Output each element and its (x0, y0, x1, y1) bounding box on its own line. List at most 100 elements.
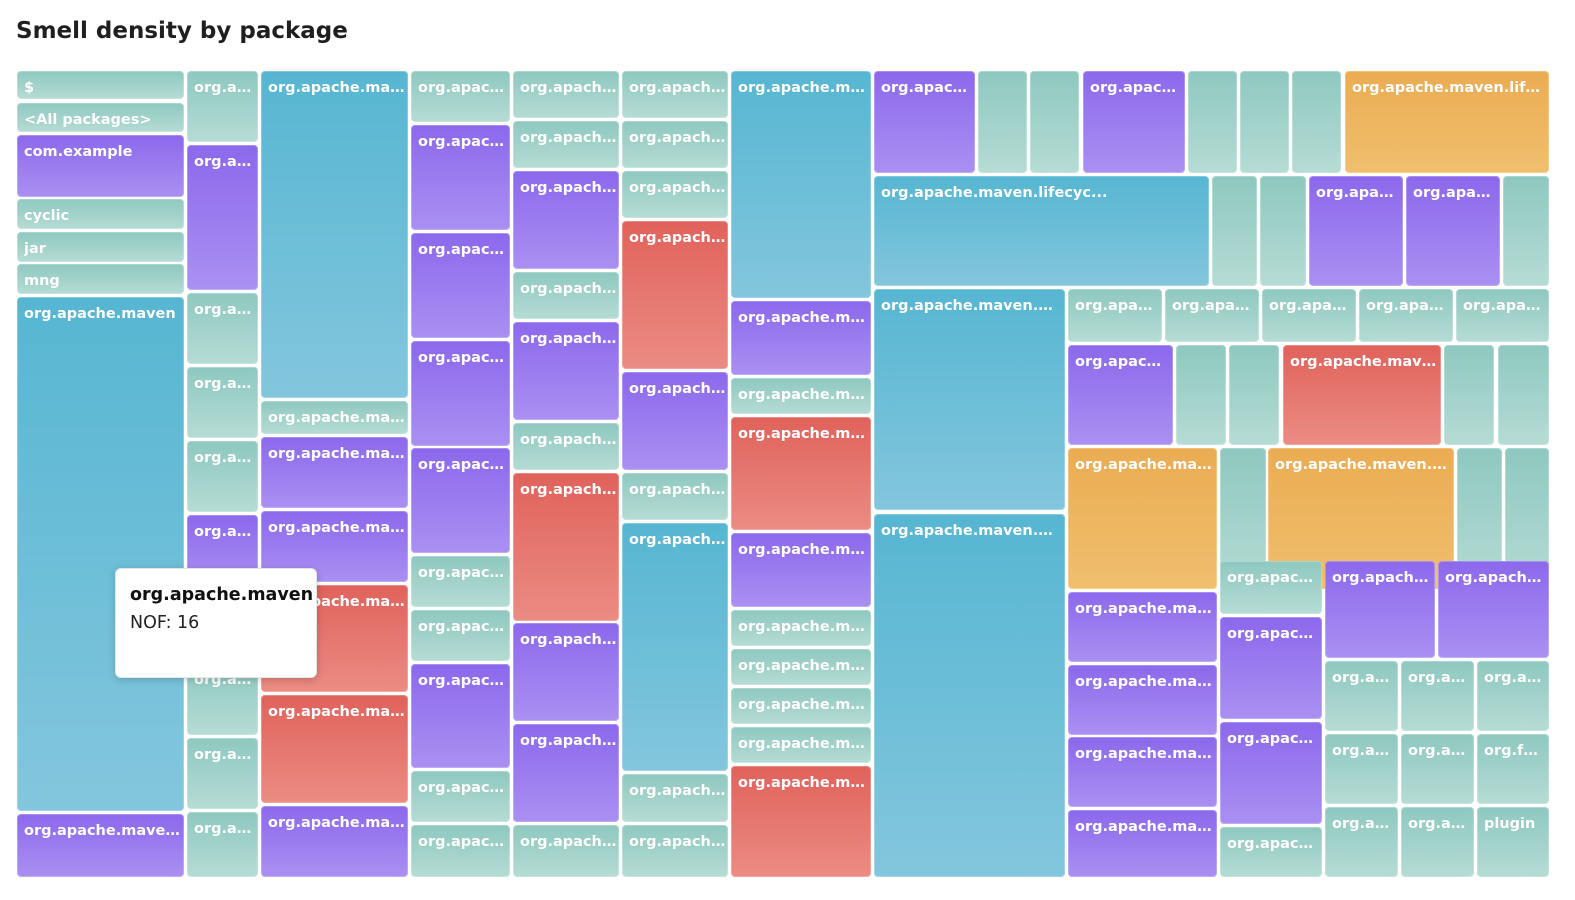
treemap-tile[interactable]: org.apache.m (622, 825, 728, 877)
treemap-tile[interactable]: org.apache.maven. (261, 437, 408, 508)
treemap-tile[interactable] (1260, 176, 1306, 286)
treemap-tile[interactable]: org.apache.m (513, 272, 619, 319)
treemap-tile[interactable]: org.apache.m (411, 71, 510, 122)
treemap-tile[interactable]: org.apache. (1165, 289, 1259, 342)
treemap-tile[interactable]: jar (17, 232, 184, 262)
treemap-tile[interactable]: org.apache.m (622, 473, 728, 520)
treemap-tile[interactable]: org.apache.m (622, 774, 728, 822)
treemap-tile[interactable]: org.fuses (1477, 734, 1549, 804)
treemap-tile[interactable]: org.apache.maven (731, 533, 871, 607)
treemap-tile[interactable] (978, 71, 1027, 173)
treemap-tile[interactable]: org.apache.maven.model (874, 289, 1065, 510)
treemap-tile[interactable] (1503, 176, 1549, 286)
treemap-tile[interactable]: org.apache.maven (731, 417, 871, 530)
treemap-tile[interactable]: org.apache (187, 812, 258, 877)
treemap-tile[interactable]: org.apache.m (513, 423, 619, 470)
treemap-tile[interactable]: org.apache.maven (731, 301, 871, 375)
treemap-tile[interactable]: org.apache.m (622, 372, 728, 470)
treemap-tile[interactable]: com.example (17, 135, 184, 197)
treemap-tile[interactable]: org.apache.maven. (261, 71, 408, 398)
treemap-tile[interactable]: org.apache.m (411, 341, 510, 446)
treemap-tile[interactable]: org.apache.maven.lifecyc... (1345, 71, 1549, 173)
treemap-tile[interactable]: org.apache.m (622, 71, 728, 118)
treemap-tile[interactable]: org.apache.m (1083, 71, 1185, 173)
treemap-tile[interactable]: org.apache.m (1220, 722, 1322, 824)
treemap-tile[interactable] (1240, 71, 1289, 173)
treemap-tile[interactable]: org.apache. (1309, 176, 1403, 286)
treemap-tile[interactable]: org.apache (187, 145, 258, 290)
treemap-tile[interactable] (1176, 345, 1226, 445)
treemap-tile[interactable]: org.apache (187, 441, 258, 512)
treemap-tile[interactable]: org.apache.maven.model (874, 514, 1065, 877)
treemap-tile[interactable] (1498, 345, 1549, 445)
treemap-tile[interactable]: org.apache (187, 293, 258, 364)
treemap-tile[interactable]: org.apache.maven. (1068, 810, 1217, 877)
treemap-tile[interactable]: org.apache.maven (731, 649, 871, 685)
treemap-tile[interactable]: org.apache.maven (731, 610, 871, 646)
treemap-tile[interactable]: org.apache.maven.m (1283, 345, 1441, 445)
treemap-tile[interactable]: org.apache.m (411, 610, 510, 661)
treemap-tile[interactable]: org.apache.m (622, 523, 728, 771)
treemap-tile[interactable]: org.apache.maven (731, 378, 871, 414)
treemap-tile[interactable]: org.apac (1325, 807, 1398, 877)
treemap-tile[interactable]: org.apache.m (513, 171, 619, 269)
treemap-tile[interactable]: org.apache (187, 738, 258, 809)
treemap-tile[interactable]: org.apac (1401, 807, 1474, 877)
treemap-tile[interactable]: org.apache. (1262, 289, 1356, 342)
treemap-tile[interactable]: org.apache.m (1068, 345, 1173, 445)
treemap-tile[interactable]: org.apache.m (411, 233, 510, 338)
treemap-tile[interactable]: org.apache.m (411, 448, 510, 553)
treemap-tile[interactable]: org.apache.m (874, 71, 975, 173)
treemap-tile[interactable]: $ (17, 71, 184, 99)
treemap-tile[interactable]: org.apache.maven. (261, 401, 408, 434)
treemap-tile[interactable] (1188, 71, 1237, 173)
treemap-tile[interactable]: org.apache.maven. (1068, 665, 1217, 735)
treemap-tile[interactable]: org.apache.m (1220, 561, 1322, 614)
treemap-tile[interactable]: org.apache.maven. (1068, 737, 1217, 807)
treemap-tile[interactable]: org.apache.m (1220, 617, 1322, 719)
treemap-tile[interactable]: <All packages> (17, 103, 184, 132)
treemap-tile[interactable]: cyclic (17, 199, 184, 229)
treemap-tile[interactable] (1229, 345, 1279, 445)
treemap-tile[interactable]: org.apache.maven.api (17, 814, 184, 877)
treemap-tile[interactable]: org.apache.m (513, 71, 619, 118)
treemap-tile[interactable] (1030, 71, 1079, 173)
treemap-tile[interactable]: org.apache.ma (1438, 561, 1549, 658)
treemap-tile[interactable]: org.apache.m (411, 556, 510, 607)
treemap-tile[interactable]: plugin (1477, 807, 1549, 877)
treemap-tile[interactable]: org.apache.maven. (1068, 592, 1217, 662)
treemap-tile[interactable]: org.apache.maven. (1068, 448, 1217, 589)
treemap-tile[interactable]: org.apache.maven.lifecyc... (874, 176, 1209, 286)
treemap-tile[interactable]: org.apache.m (1220, 827, 1322, 877)
treemap-tile[interactable]: org.apache.m (513, 724, 619, 822)
treemap-tile[interactable]: org.apache.m (411, 825, 510, 877)
treemap-tile[interactable]: org.apache.maven (17, 297, 184, 811)
treemap-tile[interactable]: mng (17, 264, 184, 294)
treemap-tile[interactable]: org.apache.maven. (261, 695, 408, 803)
treemap-tile[interactable]: org.apac (1325, 734, 1398, 804)
treemap-tile[interactable]: org.apache.maven. (261, 806, 408, 877)
treemap-tile[interactable]: org.apache (187, 71, 258, 142)
treemap-tile[interactable]: org.apache.ma (1325, 561, 1435, 658)
treemap-tile[interactable]: org.apache. (1456, 289, 1549, 342)
treemap-tile[interactable]: org.apache.m (622, 121, 728, 168)
treemap-tile[interactable]: org.apache.m (513, 825, 619, 877)
treemap-tile[interactable]: org.apache. (1359, 289, 1453, 342)
treemap-tile[interactable]: org.apache.m (411, 771, 510, 822)
treemap-tile[interactable]: org.apache.maven (731, 766, 871, 877)
treemap-tile[interactable] (1212, 176, 1257, 286)
treemap-tile[interactable]: org.apache.m (622, 171, 728, 218)
treemap-tile[interactable]: org.apache (187, 367, 258, 438)
treemap-tile[interactable] (1292, 71, 1341, 173)
treemap-tile[interactable]: org.apache.maven (731, 727, 871, 763)
treemap-tile[interactable] (1444, 345, 1494, 445)
treemap-tile[interactable]: org.apac (1325, 661, 1398, 731)
treemap-tile[interactable]: org.apac (1401, 734, 1474, 804)
treemap-tile[interactable]: org.apache.m (513, 121, 619, 168)
treemap-tile[interactable]: org.apache.m (513, 623, 619, 721)
treemap-tile[interactable]: org.apache.m (622, 221, 728, 369)
treemap-tile[interactable]: org.apache.m (411, 125, 510, 230)
treemap-tile[interactable]: org.apache. (1406, 176, 1500, 286)
treemap-tile[interactable]: org.apache. (1068, 289, 1162, 342)
treemap-tile[interactable]: org.apache.m (513, 473, 619, 621)
